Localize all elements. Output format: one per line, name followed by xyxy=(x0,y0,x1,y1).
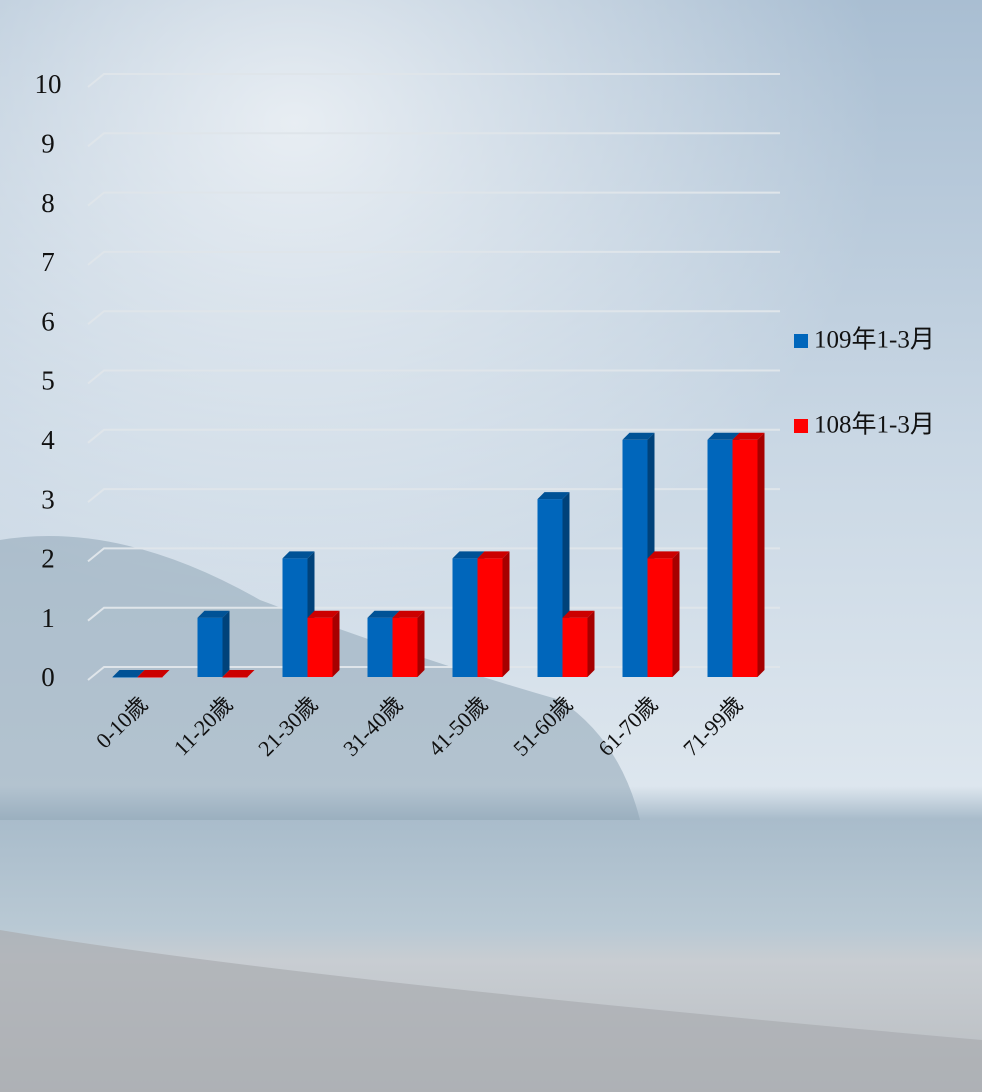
bar-side xyxy=(587,610,595,677)
grid-line xyxy=(87,132,780,148)
bar-side xyxy=(757,432,765,677)
bar-side xyxy=(222,610,230,677)
bar-top xyxy=(112,670,145,677)
bar xyxy=(307,617,333,677)
bar xyxy=(647,558,673,677)
background-beach xyxy=(0,930,982,1092)
bar-top xyxy=(222,670,255,677)
bar xyxy=(732,439,758,677)
bar-side xyxy=(332,610,340,677)
bar-top xyxy=(537,492,570,500)
bar xyxy=(537,499,563,677)
bar-top xyxy=(367,610,400,618)
y-tick-label: 5 xyxy=(41,366,55,396)
y-tick-label: 6 xyxy=(41,306,55,336)
legend-label: 108年1-3月 xyxy=(814,411,935,439)
y-tick-label: 10 xyxy=(35,69,62,99)
y-tick-label: 4 xyxy=(41,425,55,455)
legend-swatch xyxy=(794,419,808,433)
bar-top xyxy=(282,551,315,559)
y-tick-label: 7 xyxy=(41,247,55,277)
bar xyxy=(222,677,248,678)
bar-top xyxy=(307,610,340,618)
grid-line xyxy=(87,369,780,385)
grid-line xyxy=(87,191,780,207)
bar xyxy=(562,617,588,677)
bar xyxy=(707,439,733,677)
grid-line xyxy=(87,250,780,266)
y-tick-label: 1 xyxy=(41,603,55,633)
bar xyxy=(477,558,503,677)
grid-line xyxy=(87,428,780,444)
bar-top xyxy=(477,551,510,559)
bar xyxy=(367,617,393,677)
bar-top xyxy=(392,610,425,618)
bar xyxy=(112,677,138,678)
y-tick-label: 9 xyxy=(41,129,55,159)
y-tick-label: 2 xyxy=(41,544,55,574)
bar-top xyxy=(732,432,765,440)
bar-top xyxy=(197,610,230,618)
legend-swatch xyxy=(794,334,808,348)
bar-top xyxy=(707,432,740,440)
y-tick-label: 3 xyxy=(41,484,55,514)
bar-top xyxy=(647,551,680,559)
y-tick-label: 8 xyxy=(41,188,55,218)
legend-label: 109年1-3月 xyxy=(814,326,935,354)
bar xyxy=(622,439,648,677)
bar xyxy=(392,617,418,677)
bar xyxy=(137,677,163,678)
bar xyxy=(282,558,308,677)
bar-top xyxy=(452,551,485,559)
bar xyxy=(197,617,223,677)
bar-top xyxy=(622,432,655,440)
grid-line xyxy=(87,73,780,88)
bar xyxy=(452,558,478,677)
grid-line xyxy=(87,488,780,503)
bar-top xyxy=(562,610,595,618)
grid-line xyxy=(87,310,780,325)
y-tick-label: 0 xyxy=(41,662,55,692)
bar-side xyxy=(672,551,680,677)
bar-side xyxy=(502,551,510,677)
bar-top xyxy=(137,670,170,677)
bar-side xyxy=(417,610,425,677)
